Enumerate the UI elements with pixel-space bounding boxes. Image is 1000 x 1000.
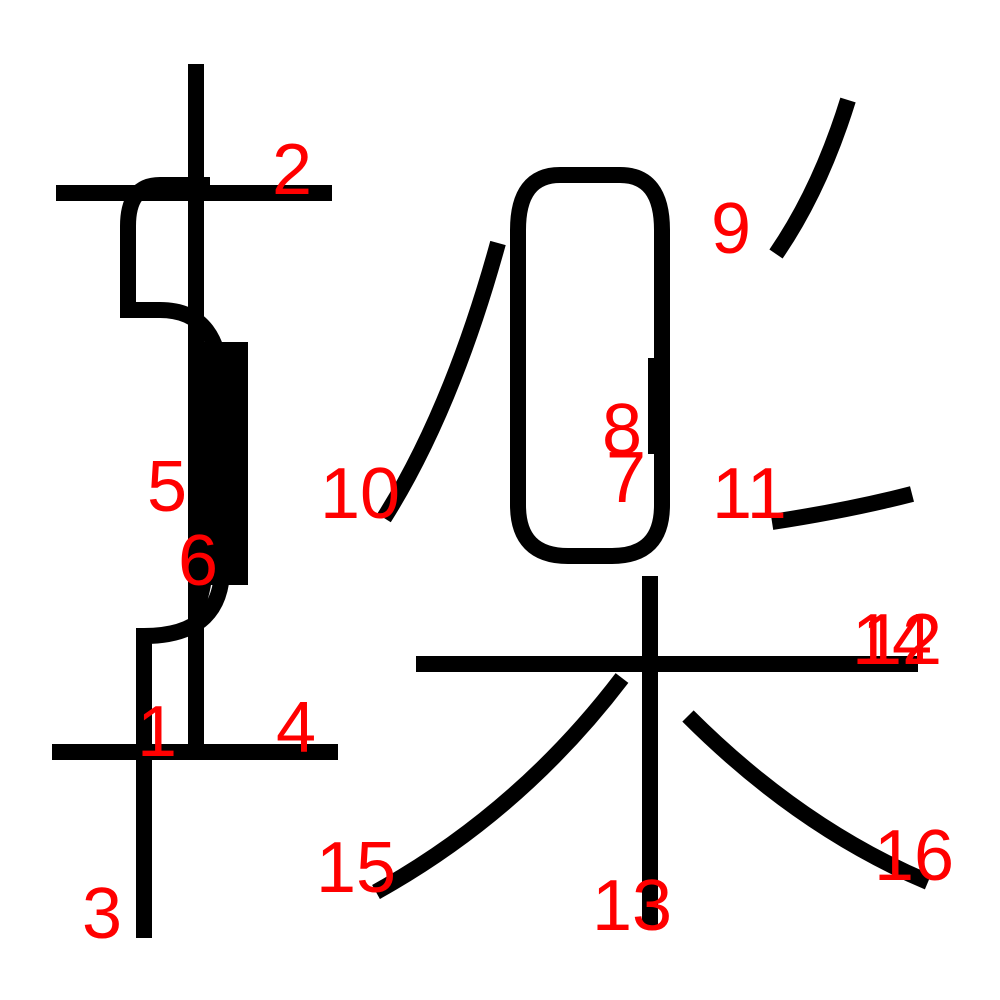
stroke-label-12: 12 xyxy=(862,600,942,680)
stroke-label-7: 7 xyxy=(606,438,646,518)
stroke-label-4: 4 xyxy=(276,688,316,768)
stroke-15-left-falling xyxy=(372,673,629,899)
stroke-label-13: 13 xyxy=(592,866,672,946)
stroke-label-1: 1 xyxy=(137,692,177,772)
stroke-label-9: 9 xyxy=(711,189,751,269)
stroke-16-right-falling xyxy=(682,710,932,890)
stroke-6-curve xyxy=(188,516,213,613)
stroke-label-5: 5 xyxy=(147,447,187,527)
stroke-label-3: 3 xyxy=(82,874,122,954)
stroke-9-slant xyxy=(769,97,856,259)
stroke-label-6: 6 xyxy=(178,521,218,601)
stroke-label-2: 2 xyxy=(272,130,312,210)
stroke-label-8: 8 xyxy=(602,390,642,470)
stroke-11-horizontal xyxy=(770,486,914,530)
stroke-label-10: 10 xyxy=(320,454,400,534)
stroke-10-slant xyxy=(377,240,506,523)
stroke-label-16: 16 xyxy=(874,816,954,896)
stroke-label-14: 14 xyxy=(852,600,932,680)
stroke-7-box xyxy=(510,167,670,564)
stroke-label-11: 11 xyxy=(712,454,787,534)
stroke-3-hook xyxy=(120,177,231,938)
stroke-label-15: 15 xyxy=(316,828,396,908)
